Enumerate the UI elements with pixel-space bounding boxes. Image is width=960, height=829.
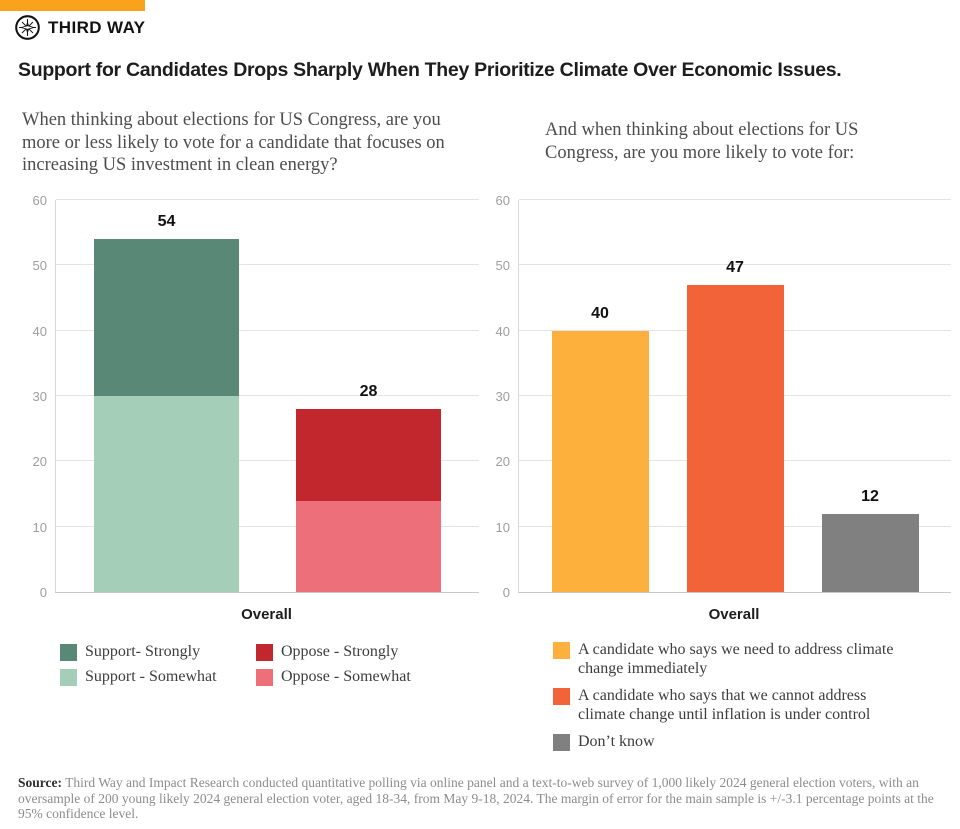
compass-star-icon [15,15,40,40]
bar-value-label: 28 [359,383,378,401]
legend-label: A candidate who says that we cannot addr… [578,687,871,723]
legend-item: A candidate who says we need to address … [553,641,913,678]
legend-item: Don’t know [553,733,913,752]
source-note: Source: Third Way and Impact Research co… [18,775,944,822]
bar: 12 [821,488,919,592]
y-tick-label: 30 [32,389,47,404]
candidate-choice-bar-chart: 0 10 20 30 40 50 60 40 47 12 Overall [481,193,951,623]
gridline [56,525,479,527]
legend-swatch [256,644,273,661]
legend-label: Support - Somewhat [85,667,217,685]
left-plot-area: 0 10 20 30 40 50 60 54 28 [33,193,479,600]
legend-item: A candidate who says that we cannot addr… [553,687,913,724]
y-tick-label: 60 [32,193,47,208]
bar-segment [94,239,239,396]
y-tick-label: 20 [495,454,510,470]
bar-value-label: 12 [861,487,879,505]
bar-segment [296,500,441,592]
legend-label: Oppose - Strongly [281,643,399,660]
gridline [519,199,951,200]
gridline [519,264,951,266]
y-tick-label: 10 [32,519,47,535]
y-tick-label: 40 [32,323,47,339]
y-tick-label: 20 [32,454,47,470]
legend-item: Support- Strongly [60,643,256,662]
brand-name: THIRD WAY [48,17,146,37]
legend-swatch [60,644,77,661]
bar-segment [94,396,239,592]
left-x-axis-label: Overall [241,606,292,623]
gridline [56,329,479,331]
source-text: Third Way and Impact Research conducted … [18,775,934,821]
y-tick-label: 60 [495,193,510,208]
legend-swatch [553,688,570,705]
legend-swatch [553,734,570,751]
right-x-axis-label: Overall [708,606,760,623]
y-tick-label: 0 [39,585,47,600]
bar: 28 [296,383,441,592]
y-tick-label: 10 [495,519,510,535]
bars-group: 40 47 12 [519,200,951,592]
right-chart-legend: A candidate who says we need to address … [553,641,913,752]
y-tick-label: 40 [495,323,510,339]
y-tick-label: 30 [495,389,510,404]
bar-segment [296,409,441,501]
gridline [56,264,479,266]
legend-item: Oppose - Somewhat [256,668,411,687]
right-chart-question: And when thinking about elections for US… [545,120,859,163]
source-label: Source: [18,775,62,790]
legend-item: Support - Somewhat [60,668,256,687]
bar-value-label: 40 [591,304,609,322]
y-tick-label: 50 [495,258,510,274]
legend-label: Support- Strongly [85,643,201,660]
third-way-logo: THIRD WAY [14,14,145,41]
bar-segments [94,239,239,592]
bar-value-label: 47 [726,258,744,276]
y-tick-label: 50 [32,258,47,274]
bars-group: 54 28 [56,200,479,592]
bar: 54 [94,213,239,592]
left-chart-question: When thinking about elections for US Con… [22,110,445,175]
bar: 40 [551,305,649,592]
left-chart-legend: Support- Strongly Support - Somewhat Oppos… [60,643,411,686]
gridline [56,199,479,200]
legend-label: A candidate who says we need to address … [578,641,894,677]
bar: 47 [686,259,784,592]
legend-label: Don’t know [578,733,655,750]
bar-segments [296,409,441,592]
legend-swatch [256,668,273,686]
legend-label: Oppose - Somewhat [281,667,411,685]
legend-swatch [60,668,77,686]
support-oppose-bar-chart: 0 10 20 30 40 50 60 54 28 Overall [18,193,479,623]
gridline [56,460,479,462]
gridline [56,395,479,396]
brand-accent-bar [0,0,145,11]
page-title: Support for Candidates Drops Sharply Whe… [18,59,842,81]
bar-value-label: 54 [157,213,176,231]
legend-item: Oppose - Strongly [256,643,411,662]
legend-swatch [553,642,570,659]
y-tick-label: 0 [502,585,510,600]
right-plot-area: 0 10 20 30 40 50 60 40 47 12 [496,193,951,600]
